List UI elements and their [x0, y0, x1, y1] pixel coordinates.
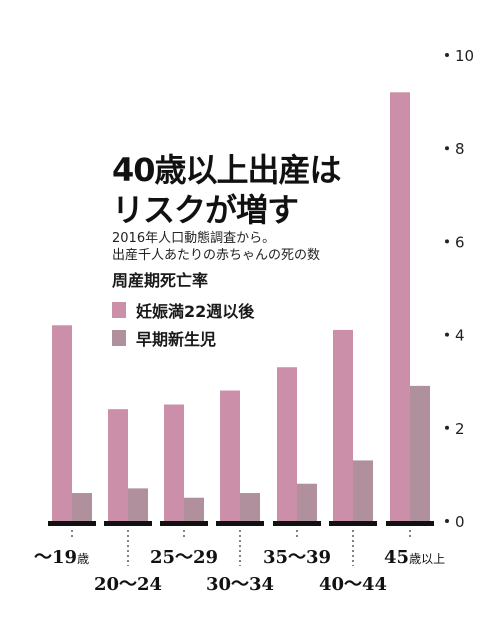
label-connectors	[71, 530, 411, 566]
bar-early-neonatal-3	[240, 493, 260, 521]
y-tick-mark-5	[445, 53, 449, 57]
legend-title: 周産期死亡率	[112, 271, 209, 290]
bar-after-22-weeks-5	[333, 329, 353, 521]
bar-early-neonatal-1	[128, 488, 148, 521]
baseline-segment-5	[329, 521, 377, 526]
bar-after-22-weeks-3	[220, 390, 240, 521]
baseline-segment-0	[48, 521, 96, 526]
x-tick-label-4: 35〜39	[263, 547, 331, 568]
legend-item-after-22-weeks: 妊娠満22週以後	[112, 296, 254, 324]
legend-item-early-neonatal: 早期新生児	[112, 324, 254, 352]
bar-early-neonatal-4	[297, 483, 317, 521]
baseline-segment-6	[386, 521, 434, 526]
x-tick-label-2: 25〜29	[150, 547, 218, 568]
bar-after-22-weeks-4	[277, 367, 297, 521]
y-tick-mark-4	[445, 146, 449, 151]
bar-after-22-weeks-0	[52, 325, 72, 521]
legend-label-after-22-weeks: 妊娠満22週以後	[136, 302, 255, 321]
baseline-segment-4	[273, 521, 321, 526]
y-tick-mark-3	[445, 239, 449, 244]
y-tick-label-1: 2	[455, 420, 465, 438]
bar-early-neonatal-5	[353, 460, 373, 521]
y-tick-label-2: 4	[455, 327, 465, 345]
y-tick-mark-0	[445, 519, 449, 523]
bars-group	[52, 92, 430, 521]
bar-after-22-weeks-1	[108, 409, 128, 521]
y-tick-mark-1	[445, 425, 449, 430]
x-tick-label-6: 45歳以上	[384, 547, 445, 568]
baseline-segment-3	[216, 521, 264, 526]
x-tick-label-5: 40〜44	[319, 574, 387, 595]
x-tick-label-1: 20〜24	[94, 574, 162, 595]
chart-subtitle-line-1: 2016年人口動態調査から。	[112, 231, 276, 246]
bar-early-neonatal-2	[184, 497, 204, 521]
bar-after-22-weeks-6	[390, 92, 410, 521]
chart-title-line-1: 40歳以上出産は	[112, 151, 342, 189]
chart-title-line-2: リスクが増す	[112, 191, 299, 229]
y-tick-label-3: 6	[455, 233, 465, 251]
y-tick-label-4: 8	[455, 140, 465, 158]
bar-early-neonatal-6	[410, 385, 430, 521]
legend: 周産期死亡率 妊娠満22週以後 早期新生児	[112, 270, 254, 352]
x-tick-label-3: 30〜34	[206, 574, 274, 595]
baseline-segment-2	[160, 521, 208, 526]
y-tick-label-0: 0	[455, 513, 465, 531]
y-axis: 0 2 4 6 8 10	[445, 47, 474, 531]
legend-label-early-neonatal: 早期新生児	[136, 330, 217, 349]
baseline-segment-1	[104, 521, 152, 526]
baseline-segments	[48, 521, 434, 526]
bar-early-neonatal-0	[72, 493, 92, 521]
y-tick-label-5: 10	[455, 47, 474, 65]
chart-title-block: 40歳以上出産は リスクが増す 2016年人口動態調査から。 出産千人あたりの赤…	[112, 150, 372, 264]
chart-subtitle-line-2: 出産千人あたりの赤ちゃんの死の数	[112, 248, 321, 263]
y-tick-mark-2	[445, 332, 449, 337]
x-tick-label-0: 〜19歳	[34, 547, 89, 568]
bar-after-22-weeks-2	[164, 404, 184, 521]
legend-swatch-early-neonatal	[112, 330, 126, 346]
legend-swatch-after-22-weeks	[112, 302, 126, 318]
